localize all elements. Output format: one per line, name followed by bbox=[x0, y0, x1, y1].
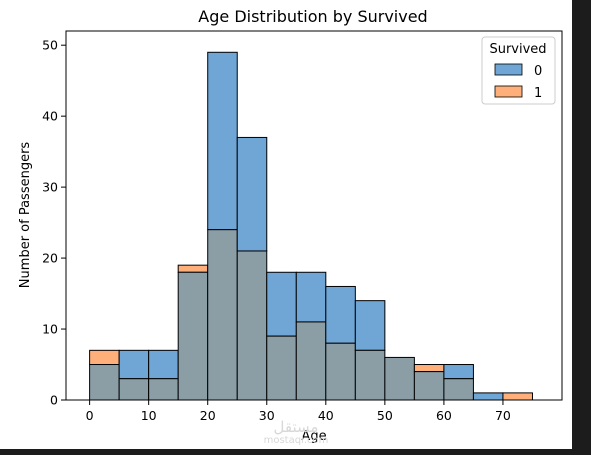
bar-overlap-12 bbox=[443, 378, 474, 401]
x-axis-label: Age bbox=[301, 429, 326, 444]
bar-s0-4 bbox=[207, 51, 238, 231]
y-tick-label: 20 bbox=[42, 251, 58, 266]
bar-overlap-3 bbox=[177, 271, 209, 401]
bar-overlap-2 bbox=[148, 378, 179, 401]
y-axis-label: Number of Passengers bbox=[18, 142, 33, 289]
bar-s0-7 bbox=[295, 271, 327, 323]
y-tick-label: 10 bbox=[42, 322, 58, 337]
watermark: مستقل mostaql.com bbox=[264, 418, 329, 446]
legend-swatch-1 bbox=[494, 85, 523, 98]
bar-overlap-4 bbox=[207, 229, 238, 401]
legend-label-1: 1 bbox=[534, 86, 542, 101]
bar-overlap-7 bbox=[295, 321, 327, 401]
x-tick-label: 20 bbox=[200, 408, 216, 423]
bar-overlap-0 bbox=[89, 364, 120, 401]
x-axis-ticks: 0 10 20 30 40 50 60 70 bbox=[86, 400, 511, 423]
y-axis-ticks: 0 10 20 30 40 50 bbox=[42, 38, 66, 408]
legend: Survived 0 1 bbox=[481, 36, 556, 105]
bar-overlap-10 bbox=[384, 356, 415, 401]
bar-s1-14 bbox=[502, 392, 533, 401]
bars-group bbox=[89, 51, 533, 401]
bar-s0-13 bbox=[472, 392, 504, 401]
y-tick-label: 40 bbox=[42, 109, 58, 124]
x-tick-label: 10 bbox=[141, 408, 157, 423]
bar-s0-8 bbox=[325, 285, 356, 344]
x-tick-label: 40 bbox=[318, 408, 334, 423]
histogram-chart: Age Distribution by Survived 0 10 20 30 40 50… bbox=[18, 7, 563, 446]
bar-s0-1 bbox=[118, 349, 150, 380]
window-frame-right bbox=[572, 0, 591, 455]
bar-overlap-6 bbox=[266, 335, 297, 401]
x-tick-label: 60 bbox=[436, 408, 452, 423]
window-frame-bottom bbox=[0, 449, 591, 455]
x-tick-label: 50 bbox=[377, 408, 393, 423]
bar-s1-0 bbox=[89, 349, 120, 366]
bar-overlap-11 bbox=[413, 371, 445, 401]
y-tick-label: 0 bbox=[50, 393, 58, 408]
y-tick-label: 50 bbox=[42, 38, 58, 53]
bar-s1-11 bbox=[413, 364, 445, 373]
bar-s0-12 bbox=[443, 364, 474, 380]
bar-s0-2 bbox=[148, 349, 179, 380]
bar-overlap-1 bbox=[118, 378, 150, 401]
bar-s1-3 bbox=[177, 264, 209, 273]
y-tick-label: 30 bbox=[42, 180, 58, 195]
bar-overlap-5 bbox=[236, 250, 268, 401]
bar-overlap-8 bbox=[325, 342, 356, 401]
bar-overlap-9 bbox=[354, 349, 386, 401]
watermark-main: مستقل bbox=[274, 418, 319, 436]
legend-title: Survived bbox=[489, 42, 546, 57]
watermark-sub: mostaql.com bbox=[264, 435, 329, 446]
chart-title: Age Distribution by Survived bbox=[198, 7, 427, 26]
legend-swatch-0 bbox=[494, 63, 523, 76]
x-tick-label: 0 bbox=[86, 408, 94, 423]
x-tick-label: 70 bbox=[495, 408, 511, 423]
legend-label-0: 0 bbox=[534, 64, 542, 79]
plot-area-frame bbox=[65, 30, 563, 401]
bar-s0-5 bbox=[236, 136, 268, 252]
bar-s0-9 bbox=[354, 300, 386, 351]
x-tick-label: 30 bbox=[259, 408, 275, 423]
bar-s0-6 bbox=[266, 271, 297, 337]
